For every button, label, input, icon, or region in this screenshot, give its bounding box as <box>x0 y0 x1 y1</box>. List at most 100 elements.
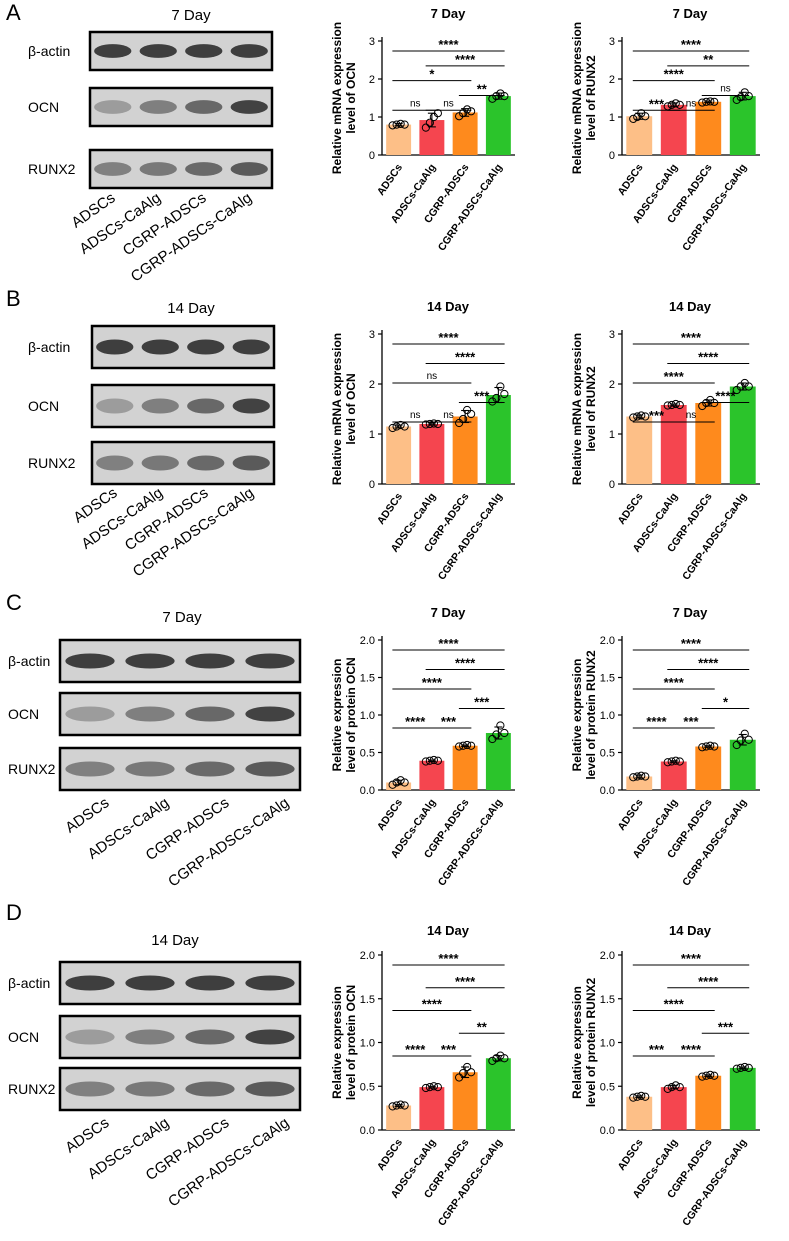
blot-band <box>185 162 223 176</box>
bar <box>386 426 412 484</box>
data-point <box>396 1100 405 1109</box>
data-point <box>463 105 472 114</box>
data-point <box>629 114 638 124</box>
blot-lane-label: ADSCs <box>62 794 112 836</box>
y-tick-label: 0.5 <box>600 748 615 760</box>
bar <box>695 746 722 790</box>
y-axis-label-group: Relative expressionlevel of protein OCN <box>330 657 358 772</box>
data-point <box>425 756 434 765</box>
data-point <box>706 1070 715 1079</box>
bar <box>660 104 687 155</box>
blot-membrane <box>90 383 276 429</box>
blot-band <box>125 653 175 669</box>
significance-label: **** <box>455 656 476 671</box>
data-point <box>667 757 676 766</box>
blot-panel-c: C7 Dayβ-actinOCNRUNX2ADSCsADSCs-CaAlgCGR… <box>6 590 302 891</box>
blot-title: 14 Day <box>151 932 199 949</box>
significance-label: **** <box>664 675 685 690</box>
significance-label: **** <box>681 636 702 651</box>
data-point <box>492 393 501 403</box>
significance-label: **** <box>405 714 426 729</box>
x-tick-label: ADSCs <box>615 162 645 198</box>
data-point <box>671 399 680 409</box>
significance-label: ns <box>410 98 421 109</box>
blot-band <box>245 975 295 991</box>
bar <box>660 1087 687 1130</box>
y-axis-label-line: level of protein RUNX2 <box>584 650 598 780</box>
y-tick-label: 1 <box>609 112 615 124</box>
y-tick-label: 0.5 <box>360 748 375 760</box>
chart-title: 14 Day <box>669 923 712 938</box>
data-point <box>429 419 438 428</box>
x-tick-label: ADSCs <box>615 491 645 527</box>
bar-chart-3: 14 Day Relative mRNA expressionlevel of O… <box>330 299 515 582</box>
bar <box>660 405 687 484</box>
significance-label: *** <box>649 408 665 423</box>
data-point <box>710 97 719 106</box>
x-tick-label: ADSCs <box>375 491 405 527</box>
y-tick-label: 3 <box>369 329 375 341</box>
data-point <box>425 1083 434 1092</box>
significance-label: ** <box>477 81 488 96</box>
y-axis-label-group: Relative mRNA expressionlevel of RUNX2 <box>570 22 598 174</box>
blot-band <box>94 162 132 176</box>
data-point <box>421 1083 430 1093</box>
bar <box>626 116 653 155</box>
significance-label: **** <box>664 997 685 1012</box>
blot-band <box>187 339 225 355</box>
y-axis-label-group: Relative expressionlevel of protein OCN <box>330 985 358 1100</box>
blot-band <box>185 706 235 722</box>
data-point <box>500 389 509 399</box>
data-point <box>396 776 405 785</box>
significance-label: **** <box>422 675 443 690</box>
chart-title: 7 Day <box>431 6 466 21</box>
bar <box>386 782 412 790</box>
y-tick-label: 2 <box>369 379 375 391</box>
data-point <box>396 420 405 430</box>
data-point <box>629 1093 638 1102</box>
data-point <box>496 382 505 391</box>
significance-label: *** <box>441 714 457 729</box>
x-tick-label: ADSCs <box>375 1137 405 1173</box>
y-axis-label-group: Relative expressionlevel of protein RUNX… <box>570 650 598 780</box>
blot-band <box>125 706 175 722</box>
blot-band <box>185 761 235 777</box>
blot-band <box>65 653 115 669</box>
data-point <box>467 107 476 116</box>
blot-band <box>65 1029 115 1045</box>
chart-title: 14 Day <box>427 299 470 314</box>
x-tick-label: ADSCs <box>615 1137 645 1173</box>
data-point <box>663 1084 672 1093</box>
bar <box>626 1096 653 1130</box>
data-point <box>392 120 401 129</box>
blot-band <box>185 44 223 58</box>
significance-label: *** <box>474 695 490 710</box>
data-point <box>492 92 501 101</box>
bar <box>386 124 412 155</box>
blot-panel-b: B 14 Dayβ-actinOCNRUNX2ADSCsADSCs-CaAlgCG… <box>6 286 276 581</box>
y-tick-label: 0 <box>609 479 615 491</box>
data-point <box>732 1064 741 1073</box>
blot-band <box>96 339 134 355</box>
y-tick-label: 1 <box>369 429 375 441</box>
y-tick-label: 3 <box>609 36 615 48</box>
blot-band <box>245 706 295 722</box>
y-axis-label-group: Relative expressionlevel of protein RUNX… <box>570 977 598 1107</box>
data-point <box>467 741 476 750</box>
blot-band <box>139 100 177 114</box>
y-tick-label: 0 <box>609 150 615 162</box>
blot-row-label: β-actin <box>8 653 50 669</box>
y-axis-label-line: Relative mRNA expression <box>330 333 344 485</box>
data-point <box>675 757 684 766</box>
data-point <box>429 755 438 765</box>
y-axis-label-line: Relative expression <box>330 659 344 772</box>
x-tick-label: CGRP-ADSCs-CaAlg <box>680 491 749 582</box>
bar-chart-6: 7 Day Relative expressionlevel of protein… <box>570 605 760 888</box>
data-point <box>400 120 409 129</box>
data-point <box>637 411 646 420</box>
data-point <box>702 742 711 751</box>
y-tick-label: 1.0 <box>600 710 615 722</box>
chart-title: 14 Day <box>427 923 470 938</box>
blot-band <box>245 653 295 669</box>
